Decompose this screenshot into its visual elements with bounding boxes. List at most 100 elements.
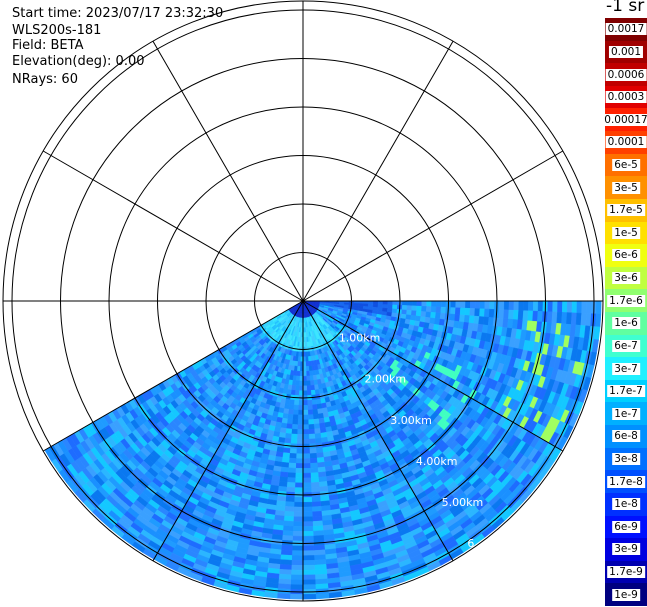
data-gate [302, 526, 314, 532]
data-gate [312, 413, 319, 420]
data-gate [310, 481, 320, 488]
colorbar-label: 1.7e-7 [607, 385, 645, 398]
data-gate [284, 432, 292, 439]
data-gate [292, 535, 304, 542]
data-gate [302, 467, 311, 474]
data-gate [284, 501, 295, 508]
data-gate [299, 375, 304, 382]
data-gate [315, 447, 324, 454]
data-gate [469, 300, 476, 309]
data-gate [311, 496, 321, 503]
data-gate [286, 486, 296, 493]
azimuth-spoke [152, 300, 304, 562]
colorbar-label: 0.0001 [605, 136, 647, 149]
data-gate [286, 477, 296, 483]
data-gate [313, 554, 326, 561]
data-gate [302, 564, 315, 571]
azimuth-spoke [302, 300, 454, 562]
data-gate [295, 453, 304, 459]
data-gate [314, 432, 322, 439]
data-gate [302, 506, 313, 513]
colorbar-label: 1e-7 [612, 407, 640, 420]
data-gate [532, 310, 539, 322]
data-gate [312, 515, 323, 522]
data-gate [297, 414, 304, 421]
data-gate [302, 521, 314, 527]
data-gate [576, 300, 583, 314]
data-gate [284, 506, 295, 513]
data-gate [297, 419, 304, 425]
data-gate [280, 554, 293, 561]
colorbar-label: 6e-8 [612, 430, 640, 443]
data-gate [299, 380, 304, 387]
data-gate [308, 428, 315, 435]
data-gate [304, 351, 309, 357]
data-gate [420, 311, 427, 318]
data-gate [314, 437, 322, 444]
data-gate [295, 463, 304, 469]
data-gate [293, 516, 304, 522]
data-gate [302, 390, 308, 396]
data-gate [488, 308, 495, 318]
data-gate [537, 311, 544, 323]
data-gate [283, 515, 294, 522]
data-gate [298, 385, 304, 391]
data-gate [426, 300, 432, 307]
data-gate [410, 310, 417, 317]
data-gate [302, 482, 312, 488]
data-gate [479, 308, 485, 318]
data-gate [312, 530, 324, 537]
data-gate [291, 564, 304, 571]
azimuth-spoke [302, 150, 564, 302]
data-gate [302, 584, 316, 590]
data-gate [498, 309, 505, 319]
colorbar-label: 3e-5 [612, 181, 640, 194]
data-gate [387, 304, 393, 310]
data-gate [416, 300, 423, 307]
data-gate [523, 300, 529, 312]
data-gate [307, 399, 313, 406]
data-gate [293, 496, 304, 503]
data-gate [308, 433, 316, 440]
data-gate [308, 423, 315, 430]
data-gate [483, 308, 490, 318]
data-gate [517, 310, 524, 321]
data-gate [431, 300, 437, 308]
data-gate [474, 300, 481, 309]
range-ring-labels: 1.00km 2.00km 3.00km 4.00km 5.00km 6 [339, 332, 483, 551]
data-gate [302, 472, 311, 479]
data-gate [313, 535, 325, 542]
azimuth-spoke [152, 40, 304, 302]
data-gate [315, 593, 330, 600]
colorbar-label: 0.0003 [605, 91, 647, 104]
data-gate [283, 510, 295, 517]
data-gate [489, 300, 495, 310]
data-gate [309, 375, 314, 381]
data-gate [512, 309, 519, 321]
data-gate [465, 300, 471, 309]
data-gate [474, 308, 481, 317]
data-gate [595, 313, 602, 328]
data-gate [313, 428, 321, 435]
data-gate [312, 520, 323, 527]
data-gate [309, 457, 318, 464]
data-gate [421, 305, 427, 313]
data-gate [566, 300, 573, 313]
data-gate [290, 574, 304, 581]
data-gate [287, 408, 294, 415]
data-gate [313, 549, 326, 556]
data-gate [527, 310, 534, 322]
data-gate [283, 520, 294, 527]
data-gate [293, 399, 299, 406]
azimuth-spoke [302, 40, 454, 302]
data-gate [302, 404, 309, 411]
data-gate [287, 413, 294, 420]
colorbar-label: 0.001 [608, 45, 644, 58]
data-gate [314, 389, 320, 396]
instrument-label: WLS200s-181 [12, 23, 102, 38]
colorbar-label: 0.0017 [605, 23, 647, 36]
colorbar-label: 1e-9 [612, 588, 640, 601]
data-gate [307, 414, 314, 420]
data-gate [281, 535, 293, 542]
